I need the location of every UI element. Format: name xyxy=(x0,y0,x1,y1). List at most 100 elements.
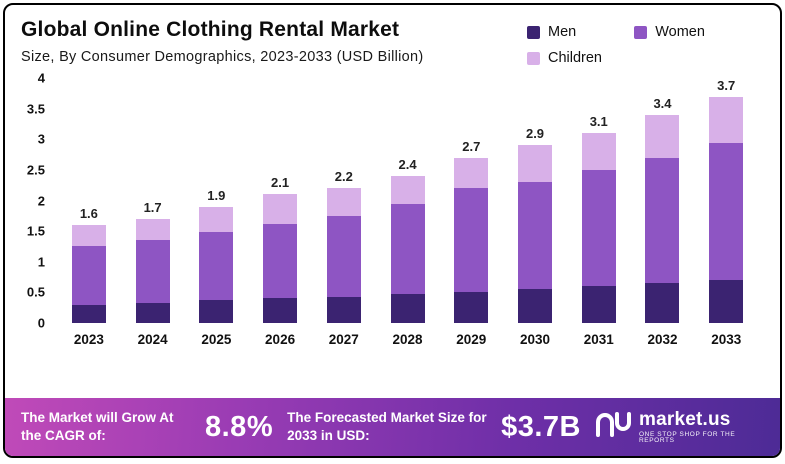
bar-column: 2.9 xyxy=(503,78,567,323)
bar-segment-men[interactable] xyxy=(581,286,616,323)
bar-stack[interactable] xyxy=(71,225,106,323)
bar-column: 3.7 xyxy=(694,78,758,323)
x-axis-label: 2029 xyxy=(456,332,487,347)
bar-column: 1.6 xyxy=(57,78,121,323)
x-axis-label: 2026 xyxy=(265,332,296,347)
marketus-logo[interactable]: market.us One Stop Shop For The Reports xyxy=(595,410,764,445)
bar-segment-children[interactable] xyxy=(581,133,616,170)
bar-total-label: 2.7 xyxy=(462,138,481,154)
bar-stack[interactable] xyxy=(135,218,170,323)
chart-header: Global Online Clothing Rental Market Siz… xyxy=(5,5,780,68)
bar-segment-men[interactable] xyxy=(709,280,744,323)
bar-total-label: 2.2 xyxy=(334,169,353,185)
bar-column: 2.4 xyxy=(376,78,440,323)
page-subtitle: Size, By Consumer Demographics, 2023-203… xyxy=(21,49,424,65)
bar-segment-women[interactable] xyxy=(71,246,106,305)
x-axis-label: 2028 xyxy=(392,332,423,347)
bar-segment-women[interactable] xyxy=(645,157,680,284)
bar-segment-children[interactable] xyxy=(518,145,552,183)
bar-segment-children[interactable] xyxy=(390,176,425,204)
bar-total-label: 2.4 xyxy=(398,157,417,172)
bar-segment-men[interactable] xyxy=(135,302,170,323)
chart-row: 4 3.5 3 2.5 2 1.5 1 0.5 0 1.6 1.7 1.9 2.1 2.2 2.4 2.7 2… xyxy=(15,71,758,331)
bar-stack[interactable] xyxy=(645,114,680,323)
bar-segment-men[interactable] xyxy=(326,296,361,323)
bar-stack[interactable] xyxy=(581,133,616,323)
x-axis-label: 2025 xyxy=(201,332,232,347)
x-axis-label: 2031 xyxy=(583,332,614,347)
bar-segment-men[interactable] xyxy=(390,294,425,323)
x-axis-label: 2033 xyxy=(711,332,742,347)
bar-segment-children[interactable] xyxy=(199,206,234,233)
bar-segment-children[interactable] xyxy=(326,188,361,216)
y-tick-label: 1.5 xyxy=(26,223,45,239)
brand-text-block: market.us One Stop Shop For The Reports xyxy=(639,410,764,445)
x-axis-label: 2032 xyxy=(647,332,678,347)
y-tick-label: 0.5 xyxy=(26,284,45,300)
y-tick-label: 3 xyxy=(37,131,45,147)
bar-column: 2.1 xyxy=(248,78,312,323)
y-tick-label: 1 xyxy=(37,254,45,270)
bar-segment-children[interactable] xyxy=(645,114,680,158)
chart-area: 4 3.5 3 2.5 2 1.5 1 0.5 0 1.6 1.7 1.9 2.1 2.2 2.4 2.7 2… xyxy=(5,68,780,357)
bar-segment-children[interactable] xyxy=(71,225,106,247)
bar-column: 1.9 xyxy=(184,78,248,323)
bar-segment-women[interactable] xyxy=(199,232,234,300)
y-tick-label: 0 xyxy=(37,315,45,331)
bar-column: 3.4 xyxy=(631,78,695,323)
bar-segment-women[interactable] xyxy=(390,203,425,295)
bar-segment-women[interactable] xyxy=(581,169,616,287)
bar-segment-women[interactable] xyxy=(326,215,361,297)
bar-stack[interactable] xyxy=(199,206,234,323)
marketus-logo-icon xyxy=(595,411,631,443)
bar-stack[interactable] xyxy=(326,188,361,323)
bar-column: 2.2 xyxy=(312,78,376,323)
bar-segment-women[interactable] xyxy=(709,142,744,281)
legend-item-children[interactable]: Children xyxy=(527,50,602,66)
bar-segment-men[interactable] xyxy=(454,292,489,323)
bar-segment-men[interactable] xyxy=(518,289,552,323)
y-tick-label: 2.5 xyxy=(26,162,45,178)
legend-swatch xyxy=(527,25,540,39)
bar-stack[interactable] xyxy=(518,145,552,323)
page-title: Global Online Clothing Rental Market xyxy=(21,18,400,41)
bar-stack[interactable] xyxy=(390,176,425,323)
bar-segment-men[interactable] xyxy=(71,304,106,323)
y-tick-label: 4 xyxy=(37,70,45,86)
legend-label: Children xyxy=(548,50,602,66)
bar-segment-children[interactable] xyxy=(709,97,744,143)
legend-item-men[interactable]: Men xyxy=(527,24,576,40)
bar-total-label: 2.9 xyxy=(525,126,545,142)
bar-segment-men[interactable] xyxy=(263,298,298,323)
y-axis: 4 3.5 3 2.5 2 1.5 1 0.5 0 xyxy=(15,71,57,331)
bar-segment-children[interactable] xyxy=(135,218,170,241)
bar-total-label: 1.7 xyxy=(143,199,162,215)
x-axis: 2023 2024 2025 2026 2027 2028 2029 2030 2031 2032… xyxy=(57,323,758,357)
bar-total-label: 3.4 xyxy=(653,95,672,111)
brand-name: market.us xyxy=(639,408,731,430)
cagr-value: 8.8% xyxy=(205,410,274,443)
x-axis-label: 2024 xyxy=(137,332,168,347)
bar-segment-women[interactable] xyxy=(454,188,489,293)
bar-segment-men[interactable] xyxy=(199,299,234,323)
bar-stack[interactable] xyxy=(263,194,298,323)
forecast-label: The Forecasted Market Size for 2033 in U… xyxy=(287,410,487,443)
cagr-label: The Market will Grow At the CAGR of: xyxy=(21,410,174,443)
bar-segment-women[interactable] xyxy=(135,240,170,303)
bar-segment-children[interactable] xyxy=(263,194,298,224)
legend-label: Women xyxy=(655,24,705,40)
bar-stack[interactable] xyxy=(709,97,744,323)
bar-segment-women[interactable] xyxy=(263,223,298,299)
bar-segment-women[interactable] xyxy=(518,182,552,290)
x-axis-label: 2030 xyxy=(519,332,551,347)
forecast-value: $3.7B xyxy=(501,410,581,443)
bar-stack[interactable] xyxy=(454,157,489,323)
legend-item-women[interactable]: Women xyxy=(634,24,705,40)
bar-segment-children[interactable] xyxy=(454,157,489,189)
plot-area: 1.6 1.7 1.9 2.1 2.2 2.4 2.7 2.9 3.1 3.4 3.7 xyxy=(57,78,758,323)
bar-segment-men[interactable] xyxy=(645,283,680,323)
legend: Men Women Children xyxy=(527,18,762,66)
brand-tagline: One Stop Shop For The Reports xyxy=(639,430,736,444)
chart-card: Global Online Clothing Rental Market Siz… xyxy=(3,3,782,458)
y-tick-label: 2 xyxy=(37,193,45,208)
